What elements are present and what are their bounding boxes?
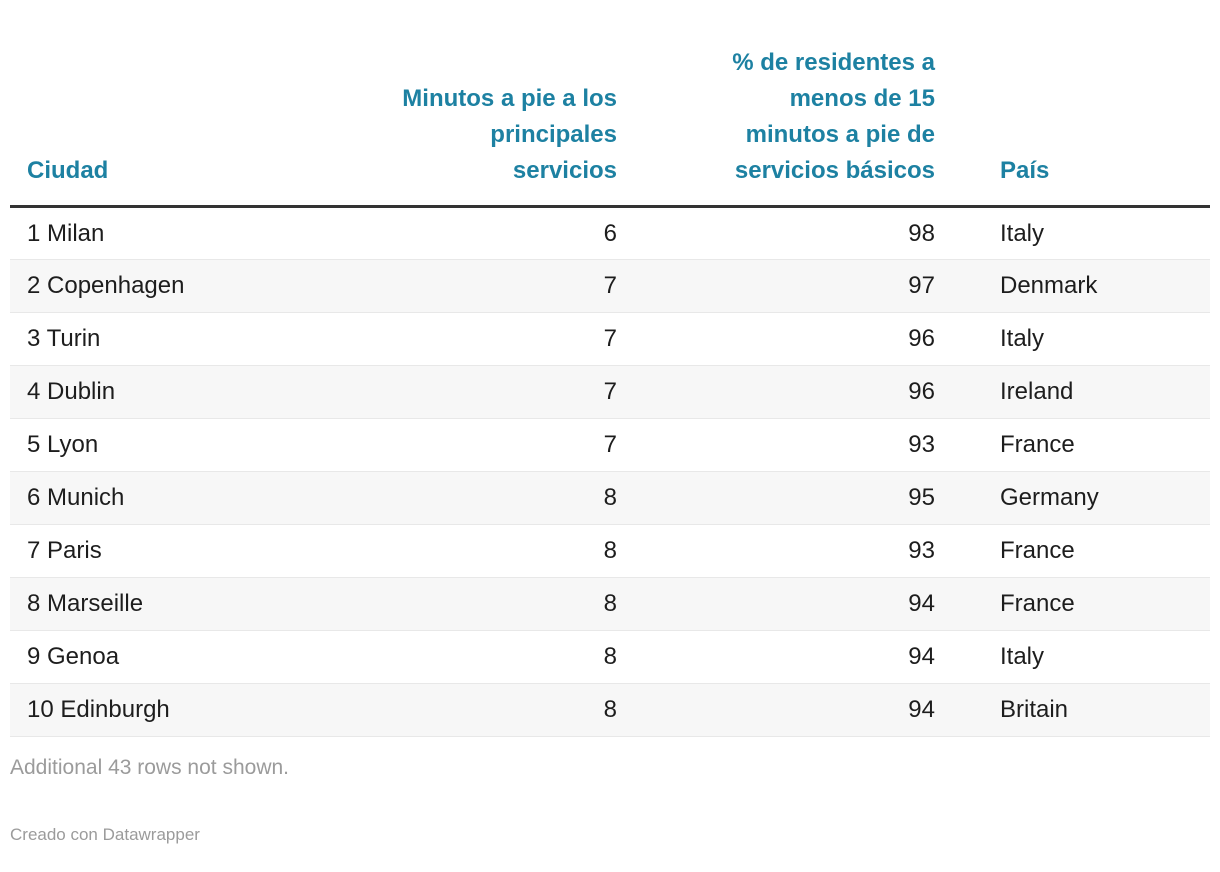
col-header-pct15min: % de residentes a menos de 15 minutos a … bbox=[732, 49, 935, 184]
cell-minutes: 8 bbox=[603, 696, 617, 723]
cell-country: Denmark bbox=[1000, 272, 1098, 299]
cell-percent: 93 bbox=[908, 431, 935, 458]
cell-percent: 96 bbox=[908, 325, 935, 352]
col-header-ciudad: Ciudad bbox=[27, 157, 109, 184]
cell-minutes: 7 bbox=[603, 272, 617, 299]
cell-country: Italy bbox=[1000, 643, 1045, 670]
cell-city: 3 Turin bbox=[27, 325, 101, 352]
cell-country: Britain bbox=[1000, 696, 1069, 723]
cell-city: 7 Paris bbox=[27, 537, 102, 564]
cell-minutes: 7 bbox=[603, 378, 617, 405]
cell-city: 5 Lyon bbox=[27, 431, 99, 458]
table-row: 8 Marseille 8 94 France bbox=[10, 577, 1210, 631]
cell-city: 9 Genoa bbox=[27, 643, 120, 670]
table-row: 7 Paris 8 93 France bbox=[10, 525, 1210, 578]
table-row: 9 Genoa 8 94 Italy bbox=[10, 631, 1210, 684]
cell-percent: 94 bbox=[908, 696, 935, 723]
table-row: 3 Turin 7 96 Italy bbox=[10, 313, 1210, 366]
cell-percent: 98 bbox=[908, 219, 935, 247]
cell-city: 4 Dublin bbox=[27, 378, 116, 405]
cell-minutes: 8 bbox=[603, 537, 617, 564]
col-header-minutos: Minutos a pie a los principales servicio… bbox=[402, 85, 617, 184]
cell-percent: 97 bbox=[908, 272, 935, 299]
cell-percent: 95 bbox=[908, 484, 935, 511]
cell-minutes: 6 bbox=[603, 219, 617, 247]
header-row: Ciudad Minutos a pie a los principales s… bbox=[10, 45, 1210, 207]
table-row: 5 Lyon 7 93 France bbox=[10, 419, 1210, 472]
table-row: 10 Edinburgh 8 94 Britain bbox=[10, 683, 1210, 737]
cell-minutes: 7 bbox=[603, 325, 617, 352]
table-row: 1 Milan 6 98 Italy bbox=[10, 207, 1210, 260]
cell-country: Ireland bbox=[1000, 378, 1074, 405]
cell-city: 8 Marseille bbox=[27, 590, 144, 617]
data-table: Ciudad Minutos a pie a los principales s… bbox=[10, 45, 1210, 737]
cell-minutes: 8 bbox=[603, 590, 617, 617]
datawrapper-table-chart: Ciudad Minutos a pie a los principales s… bbox=[10, 45, 1210, 844]
cell-city: 1 Milan bbox=[27, 219, 105, 247]
cell-percent: 93 bbox=[908, 537, 935, 564]
table-row: 2 Copenhagen 7 97 Denmark bbox=[10, 259, 1210, 313]
col-header-pais: País bbox=[1000, 157, 1050, 184]
cell-country: Italy bbox=[1000, 325, 1045, 352]
cell-city: 2 Copenhagen bbox=[27, 272, 185, 299]
cell-country: Germany bbox=[1000, 484, 1099, 511]
cell-percent: 96 bbox=[908, 378, 935, 405]
cell-country: France bbox=[1000, 537, 1075, 564]
cell-minutes: 8 bbox=[603, 484, 617, 511]
cell-city: 6 Munich bbox=[27, 484, 125, 511]
cell-minutes: 8 bbox=[603, 643, 617, 670]
cell-minutes: 7 bbox=[603, 431, 617, 458]
cell-country: Italy bbox=[1000, 219, 1045, 247]
cell-country: France bbox=[1000, 590, 1075, 617]
cell-percent: 94 bbox=[908, 643, 935, 670]
additional-rows-note: Additional 43 rows not shown. bbox=[10, 756, 289, 779]
table-row: 4 Dublin 7 96 Ireland bbox=[10, 365, 1210, 419]
cell-percent: 94 bbox=[908, 590, 935, 617]
table-body: 1 Milan 6 98 Italy 2 Copenhagen 7 97 Den… bbox=[10, 207, 1210, 737]
cell-country: France bbox=[1000, 431, 1075, 458]
cell-city: 10 Edinburgh bbox=[27, 696, 170, 723]
datawrapper-credit[interactable]: Creado con Datawrapper bbox=[10, 825, 200, 844]
table-row: 6 Munich 8 95 Germany bbox=[10, 471, 1210, 525]
